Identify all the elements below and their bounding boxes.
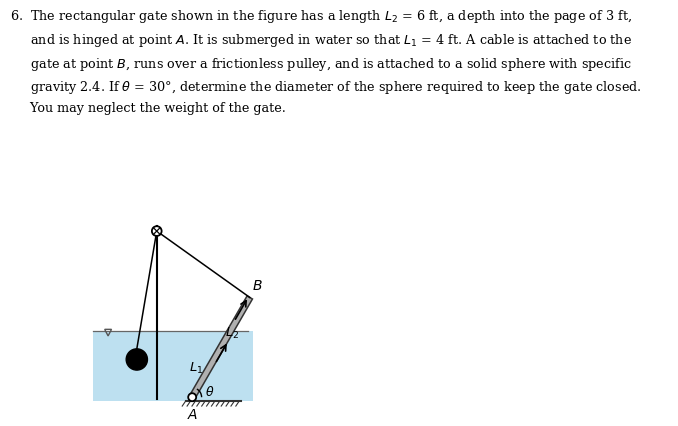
Circle shape (126, 349, 147, 370)
Text: $L_2$: $L_2$ (225, 325, 239, 340)
Polygon shape (92, 331, 253, 401)
Circle shape (188, 393, 196, 401)
Text: 6.  The rectangular gate shown in the figure has a length $L_2$ = 6 ft, a depth : 6. The rectangular gate shown in the fig… (10, 9, 642, 115)
Polygon shape (190, 296, 252, 399)
Circle shape (152, 226, 161, 236)
Text: $B$: $B$ (252, 279, 262, 293)
Text: $\theta$: $\theta$ (205, 385, 214, 399)
Text: $L_1$: $L_1$ (189, 361, 203, 376)
Text: $A$: $A$ (186, 408, 198, 422)
